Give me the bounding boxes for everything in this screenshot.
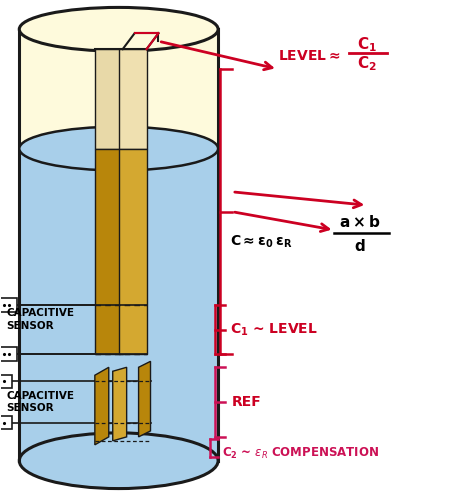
Polygon shape bbox=[95, 367, 109, 445]
Polygon shape bbox=[0, 298, 17, 312]
Polygon shape bbox=[19, 29, 218, 148]
Text: $\mathbf{C_1}$ ~ LEVEL: $\mathbf{C_1}$ ~ LEVEL bbox=[230, 321, 318, 338]
Text: CAPACITIVE
SENSOR: CAPACITIVE SENSOR bbox=[6, 308, 74, 331]
Text: $\mathbf{C_2}$: $\mathbf{C_2}$ bbox=[357, 55, 377, 73]
Polygon shape bbox=[118, 148, 146, 354]
Polygon shape bbox=[0, 417, 12, 429]
Ellipse shape bbox=[19, 127, 218, 171]
Polygon shape bbox=[118, 49, 146, 148]
Polygon shape bbox=[95, 148, 123, 354]
Ellipse shape bbox=[19, 433, 218, 489]
Text: REF: REF bbox=[232, 395, 262, 409]
Text: $\mathbf{LEVEL \approx}$: $\mathbf{LEVEL \approx}$ bbox=[278, 49, 340, 63]
Text: CAPACITIVE
SENSOR: CAPACITIVE SENSOR bbox=[6, 391, 74, 413]
Polygon shape bbox=[113, 367, 127, 441]
Text: $\mathbf{d}$: $\mathbf{d}$ bbox=[354, 238, 365, 254]
Polygon shape bbox=[19, 148, 218, 461]
Polygon shape bbox=[0, 375, 12, 387]
Polygon shape bbox=[138, 361, 151, 437]
Ellipse shape bbox=[19, 7, 218, 51]
Text: $\mathbf{C_2}$ ~ $\varepsilon_R$ COMPENSATION: $\mathbf{C_2}$ ~ $\varepsilon_R$ COMPENS… bbox=[222, 446, 379, 461]
Polygon shape bbox=[0, 348, 17, 361]
Text: $\mathbf{C_1}$: $\mathbf{C_1}$ bbox=[357, 35, 377, 54]
Text: $\mathbf{a \times b}$: $\mathbf{a \times b}$ bbox=[338, 214, 380, 230]
Polygon shape bbox=[95, 49, 123, 148]
Text: $\mathbf{C \approx \varepsilon_0\;\varepsilon_R}$: $\mathbf{C \approx \varepsilon_0\;\varep… bbox=[230, 234, 293, 250]
